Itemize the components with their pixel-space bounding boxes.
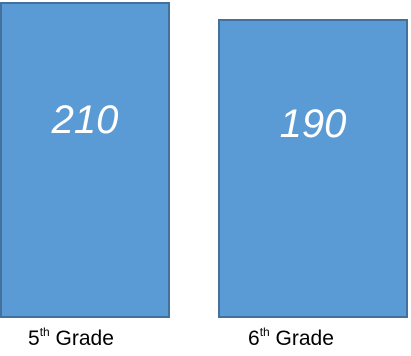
value-6th-grade: 190 — [279, 101, 347, 146]
box-5th-grade: 210 — [0, 2, 170, 318]
label-5th-grade-suffix: th — [39, 325, 50, 339]
label-6th-grade-text: Grade — [269, 327, 334, 350]
label-6th-grade: 6th Grade — [248, 325, 334, 350]
label-6th-grade-suffix: th — [259, 325, 270, 339]
box-6th-grade: 190 — [218, 19, 408, 318]
label-6th-grade-number: 6 — [248, 327, 260, 350]
value-5th-grade: 210 — [51, 98, 119, 142]
label-5th-grade-text: Grade — [49, 327, 114, 350]
label-5th-grade-number: 5 — [28, 327, 40, 350]
label-5th-grade: 5th Grade — [28, 325, 114, 350]
